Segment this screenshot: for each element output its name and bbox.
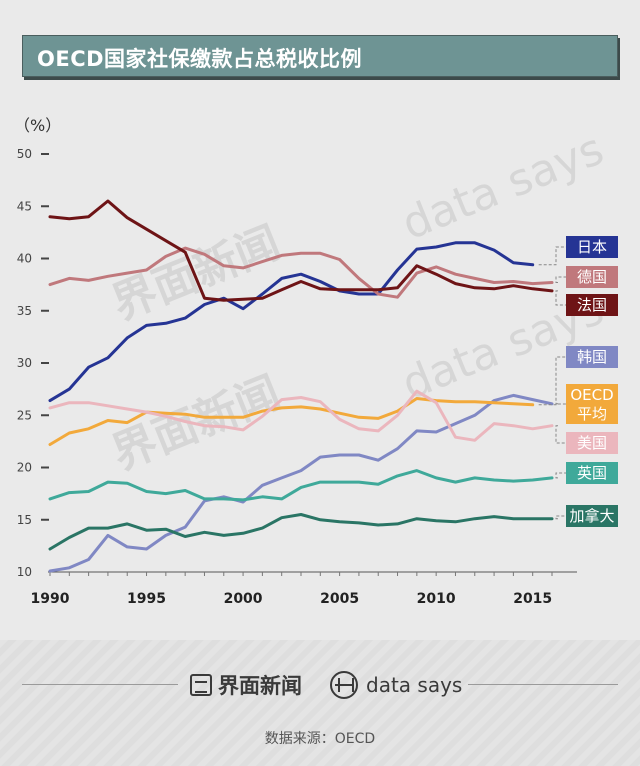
legend-label: 德国 bbox=[577, 268, 607, 286]
legend-box bbox=[566, 505, 618, 527]
legend-label: 加拿大 bbox=[569, 507, 614, 525]
legend-box bbox=[566, 384, 618, 424]
series-line-2 bbox=[48, 199, 554, 302]
footer: 界面新闻 data says 数据来源：OECD bbox=[0, 640, 640, 766]
series-line-5 bbox=[48, 389, 554, 442]
legend-leader-line bbox=[555, 515, 566, 520]
legend-label: OECD bbox=[570, 386, 613, 404]
legend-box bbox=[566, 266, 618, 288]
series-line-4 bbox=[48, 397, 535, 446]
legend-box bbox=[566, 462, 618, 484]
footer-divider-right bbox=[468, 684, 618, 685]
watermark-datasays-0: data says bbox=[395, 124, 611, 251]
brand-jiemian: 界面新闻 bbox=[190, 671, 302, 699]
series-line-0 bbox=[48, 241, 535, 403]
datasays-logo-icon bbox=[330, 671, 358, 699]
jiemian-logo-icon bbox=[190, 674, 212, 696]
series-line-3 bbox=[48, 393, 554, 573]
legend-box bbox=[566, 432, 618, 454]
x-tick-label: 2015 bbox=[513, 591, 552, 607]
legend-label: 美国 bbox=[577, 434, 607, 452]
series-line-1 bbox=[48, 246, 554, 299]
series-line-6 bbox=[48, 469, 554, 502]
y-tick-label: 25 bbox=[17, 408, 32, 422]
legend-leader-line bbox=[555, 472, 566, 479]
legend-leader-line bbox=[538, 403, 566, 406]
legend-label-line2: 平均 bbox=[577, 405, 607, 423]
legend-leader-line bbox=[555, 290, 566, 306]
page-title: OECD国家社保缴款占总税收比例 bbox=[37, 47, 363, 71]
legend-leader-line bbox=[555, 356, 566, 405]
legend-box bbox=[566, 346, 618, 368]
legend-label: 日本 bbox=[577, 238, 607, 256]
title-bar: OECD国家社保缴款占总税收比例 bbox=[22, 35, 618, 77]
footer-divider-left bbox=[22, 684, 178, 685]
legend-label: 韩国 bbox=[577, 348, 607, 366]
y-tick-label: 40 bbox=[17, 252, 32, 266]
y-tick-label: 45 bbox=[17, 199, 32, 213]
x-tick-label: 2010 bbox=[417, 591, 456, 607]
y-tick-label: 15 bbox=[17, 513, 32, 527]
x-tick-label: 1990 bbox=[31, 591, 70, 607]
y-tick-label: 50 bbox=[17, 147, 32, 161]
brand-jiemian-label: 界面新闻 bbox=[218, 674, 302, 698]
legend-leader-line bbox=[555, 425, 566, 444]
x-tick-label: 1995 bbox=[127, 591, 166, 607]
data-source: 数据来源：OECD bbox=[264, 731, 376, 747]
brand-datasays: data says bbox=[330, 669, 462, 701]
legend-leader-line bbox=[538, 246, 566, 266]
y-axis-label: （%） bbox=[14, 116, 61, 135]
series-line-7 bbox=[48, 513, 554, 551]
y-tick-label: 20 bbox=[17, 461, 32, 475]
x-tick-label: 2005 bbox=[320, 591, 359, 607]
legend-label: 英国 bbox=[577, 464, 607, 482]
x-tick-label: 2000 bbox=[224, 591, 263, 607]
legend-label: 法国 bbox=[577, 296, 607, 314]
y-tick-label: 35 bbox=[17, 304, 32, 318]
legend-box bbox=[566, 294, 618, 316]
y-tick-label: 30 bbox=[17, 356, 32, 370]
brand-datasays-label: data says bbox=[366, 673, 463, 697]
legend-box bbox=[566, 236, 618, 258]
y-tick-label: 10 bbox=[17, 565, 32, 579]
legend-leader-line bbox=[555, 276, 566, 283]
